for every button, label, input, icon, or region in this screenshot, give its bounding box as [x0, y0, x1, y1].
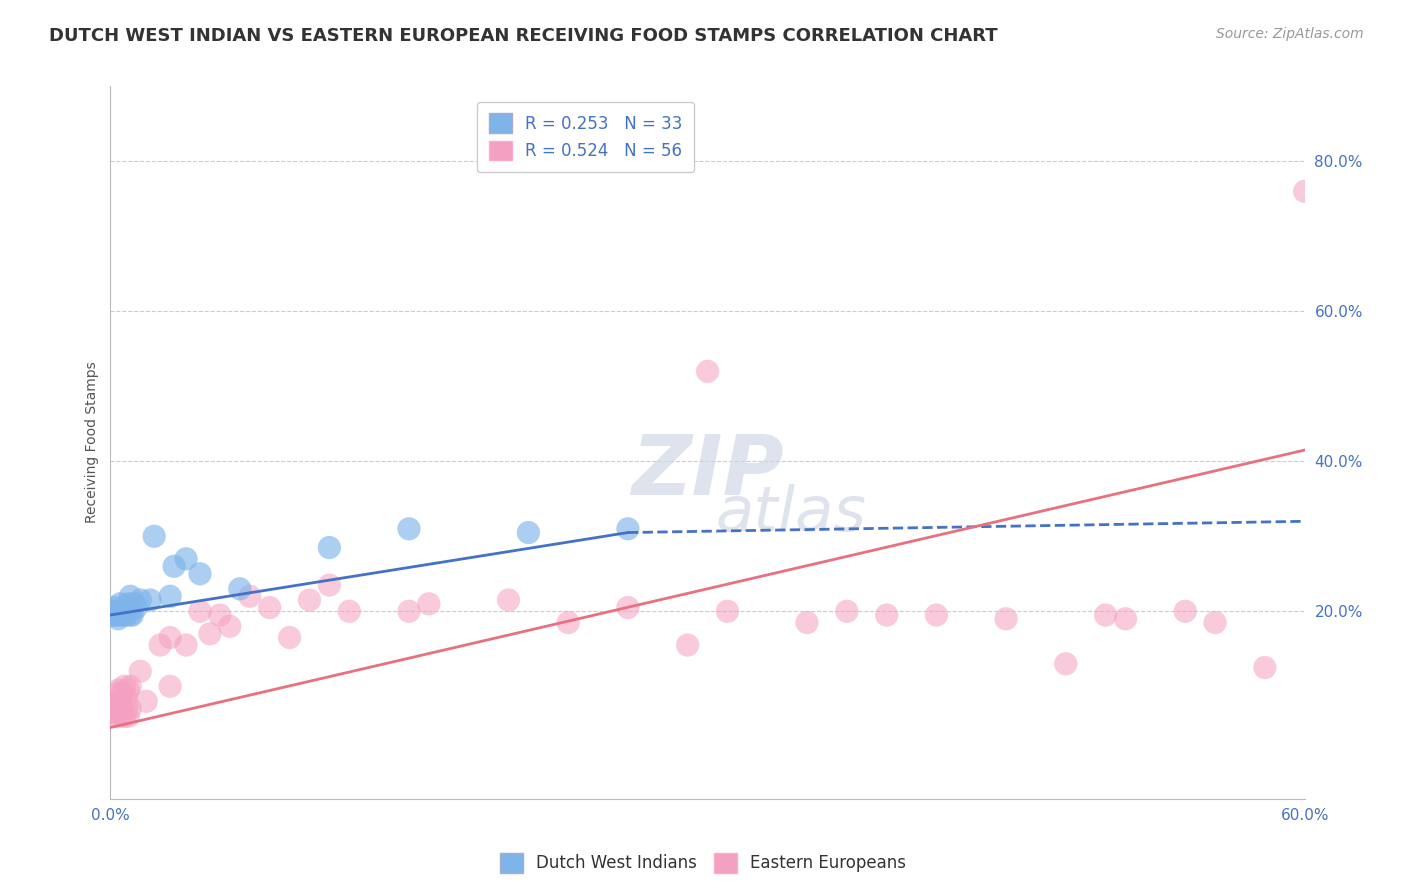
Point: [112, 709, 135, 723]
Point: [159, 631, 181, 645]
Point: [418, 597, 440, 611]
Point: [159, 679, 181, 693]
Point: [117, 709, 139, 723]
Point: [208, 608, 231, 623]
Point: [1115, 612, 1137, 626]
Point: [398, 604, 420, 618]
Point: [115, 690, 138, 705]
Point: [143, 529, 166, 543]
Point: [298, 593, 321, 607]
Point: [716, 604, 738, 618]
Text: Source: ZipAtlas.com: Source: ZipAtlas.com: [1216, 27, 1364, 41]
Text: DUTCH WEST INDIAN VS EASTERN EUROPEAN RECEIVING FOOD STAMPS CORRELATION CHART: DUTCH WEST INDIAN VS EASTERN EUROPEAN RE…: [49, 27, 998, 45]
Y-axis label: Receiving Food Stamps: Receiving Food Stamps: [86, 361, 100, 524]
Point: [110, 694, 132, 708]
Point: [1254, 660, 1277, 674]
Point: [318, 541, 340, 555]
Point: [174, 638, 197, 652]
Point: [105, 702, 128, 716]
Point: [112, 604, 135, 618]
Point: [617, 600, 640, 615]
Point: [139, 593, 162, 607]
Point: [129, 665, 152, 679]
Point: [617, 522, 640, 536]
Point: [121, 608, 143, 623]
Point: [112, 679, 135, 693]
Point: [124, 597, 146, 611]
Point: [259, 600, 281, 615]
Point: [163, 559, 186, 574]
Point: [115, 604, 138, 618]
Point: [103, 709, 125, 723]
Point: [103, 694, 125, 708]
Point: [398, 522, 420, 536]
Point: [115, 608, 138, 623]
Point: [188, 566, 211, 581]
Point: [229, 582, 252, 596]
Point: [239, 589, 262, 603]
Point: [117, 683, 139, 698]
Point: [218, 619, 240, 633]
Legend: R = 0.253   N = 33, R = 0.524   N = 56: R = 0.253 N = 33, R = 0.524 N = 56: [477, 102, 695, 172]
Point: [278, 631, 301, 645]
Point: [107, 683, 129, 698]
Point: [876, 608, 898, 623]
Point: [198, 627, 221, 641]
Point: [101, 698, 124, 712]
Point: [1174, 604, 1197, 618]
Point: [557, 615, 579, 630]
Point: [1094, 608, 1116, 623]
Point: [101, 706, 124, 720]
Point: [110, 608, 132, 623]
Point: [107, 604, 129, 618]
Point: [120, 679, 142, 693]
Point: [1054, 657, 1077, 671]
Point: [835, 604, 858, 618]
Point: [159, 589, 181, 603]
Point: [105, 687, 128, 701]
Point: [103, 608, 125, 623]
Point: [1294, 185, 1316, 199]
Point: [318, 578, 340, 592]
Text: atlas: atlas: [716, 483, 866, 544]
Point: [120, 702, 142, 716]
Text: ZIP: ZIP: [631, 431, 785, 511]
Point: [498, 593, 520, 607]
Point: [337, 604, 360, 618]
Point: [111, 687, 134, 701]
Point: [696, 364, 718, 378]
Point: [174, 551, 197, 566]
Point: [149, 638, 172, 652]
Point: [995, 612, 1018, 626]
Point: [111, 608, 134, 623]
Point: [135, 694, 157, 708]
Point: [517, 525, 540, 540]
Point: [111, 702, 134, 716]
Point: [125, 600, 148, 615]
Point: [105, 604, 128, 618]
Point: [1204, 615, 1226, 630]
Point: [110, 709, 132, 723]
Point: [129, 593, 152, 607]
Point: [110, 597, 132, 611]
Point: [112, 600, 135, 615]
Point: [120, 608, 142, 623]
Point: [103, 600, 125, 615]
Point: [105, 608, 128, 623]
Point: [115, 702, 138, 716]
Point: [120, 589, 142, 603]
Point: [796, 615, 818, 630]
Point: [111, 604, 134, 618]
Point: [676, 638, 699, 652]
Point: [117, 597, 139, 611]
Legend: Dutch West Indians, Eastern Europeans: Dutch West Indians, Eastern Europeans: [494, 847, 912, 880]
Point: [101, 608, 124, 623]
Point: [188, 604, 211, 618]
Point: [107, 612, 129, 626]
Point: [925, 608, 948, 623]
Point: [107, 706, 129, 720]
